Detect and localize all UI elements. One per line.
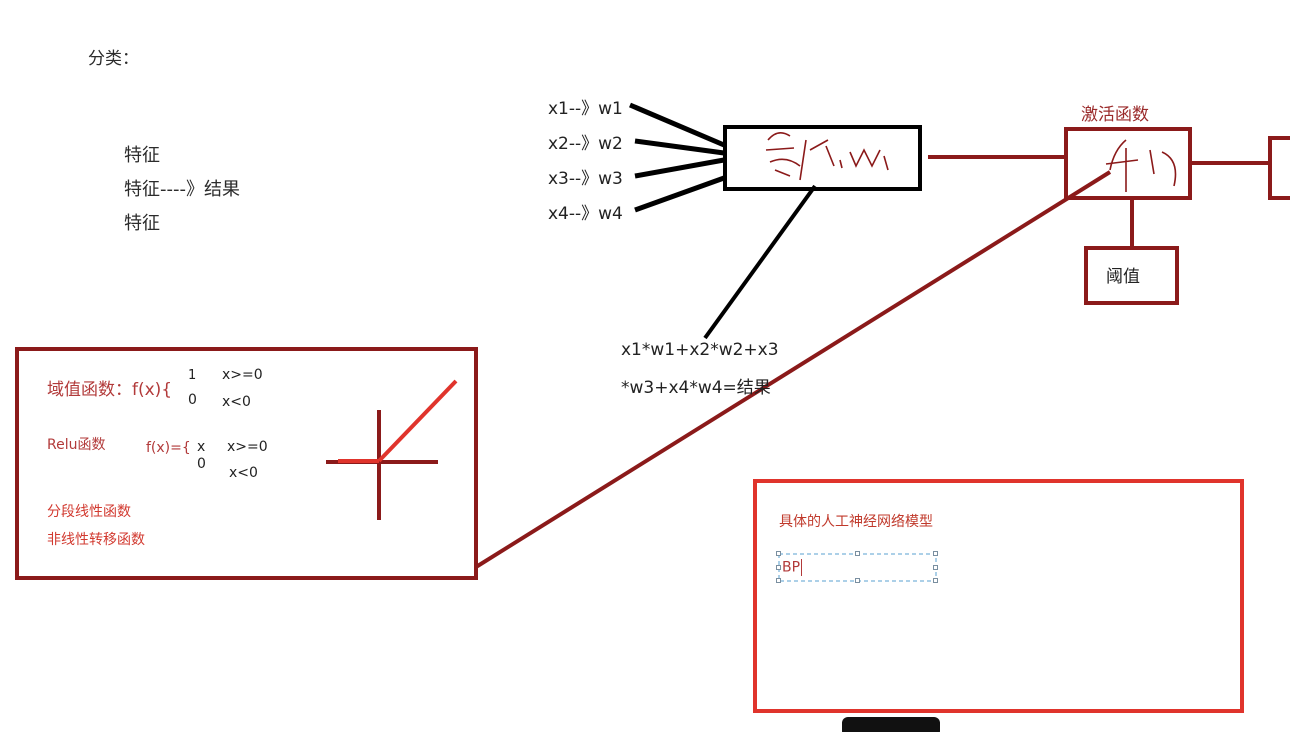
activation-box	[1064, 127, 1192, 200]
feature-line-2: 特征----》结果	[124, 179, 240, 200]
sum-to-formula-line	[703, 184, 817, 340]
relu-case1-val: x	[197, 439, 206, 455]
formula-line-2: *w3+x4*w4=结果	[621, 378, 771, 398]
handwritten-fx	[1105, 139, 1177, 192]
relu-fn: f(x)={	[146, 440, 191, 456]
resize-handle-bottom-middle[interactable]	[855, 578, 860, 583]
functions-panel-border	[15, 347, 478, 580]
resize-handle-bottom-left[interactable]	[776, 578, 781, 583]
threshold-case2-cond: x<0	[222, 394, 251, 410]
resize-handle-middle-right[interactable]	[933, 565, 938, 570]
threshold-label: 阈值	[1106, 267, 1140, 287]
model-panel-border	[753, 479, 1244, 713]
text-caret	[801, 559, 803, 576]
relu-case2-val: 0	[197, 456, 206, 472]
input-line-2	[634, 138, 725, 156]
threshold-fn-name: 域值函数：f(x){	[47, 380, 173, 400]
input-x3: x3--》w3	[548, 169, 623, 189]
activation-to-functions-line	[474, 170, 1112, 569]
resize-handle-top-left[interactable]	[776, 551, 781, 556]
relu-rising-segment	[377, 379, 458, 463]
bottom-black-tab	[842, 717, 940, 732]
formula-line-1: x1*w1+x2*w2+x3	[621, 340, 779, 360]
output-box	[1268, 136, 1290, 200]
relu-case1-cond: x>=0	[227, 439, 268, 455]
threshold-case1-cond: x>=0	[222, 367, 263, 383]
resize-handle-bottom-right[interactable]	[933, 578, 938, 583]
page-title: 分类：	[88, 49, 139, 69]
input-x4: x4--》w4	[548, 204, 623, 224]
activation-label: 激活函数	[1081, 105, 1149, 125]
threshold-case1-val: 1	[188, 368, 197, 383]
resize-handle-middle-left[interactable]	[776, 565, 781, 570]
bp-textbox-value: BP	[782, 559, 803, 576]
bp-text: BP	[782, 559, 801, 576]
input-line-1	[629, 102, 725, 148]
model-panel-title: 具体的人工神经网络模型	[779, 514, 933, 530]
input-x2: x2--》w2	[548, 134, 623, 154]
input-line-3	[634, 157, 725, 179]
threshold-case2-val: 0	[188, 392, 197, 408]
relu-label: Relu函数	[47, 437, 106, 453]
bp-textbox[interactable]: BP	[779, 554, 936, 581]
input-line-4	[634, 175, 725, 213]
piecewise-label: 分段线性函数	[47, 504, 131, 520]
handwritten-sum-scribble	[765, 132, 889, 181]
summation-box	[723, 125, 922, 191]
feature-line-1: 特征	[124, 145, 160, 166]
nonlinear-label: 非线性转移函数	[47, 532, 145, 548]
threshold-box	[1084, 246, 1179, 305]
input-x1: x1--》w1	[548, 99, 623, 119]
threshold-fn-label: 域值函数：f(x){	[47, 375, 172, 400]
resize-handle-top-middle[interactable]	[855, 551, 860, 556]
feature-line-3: 特征	[124, 213, 160, 234]
resize-handle-top-right[interactable]	[933, 551, 938, 556]
relu-case2-cond: x<0	[229, 465, 258, 481]
